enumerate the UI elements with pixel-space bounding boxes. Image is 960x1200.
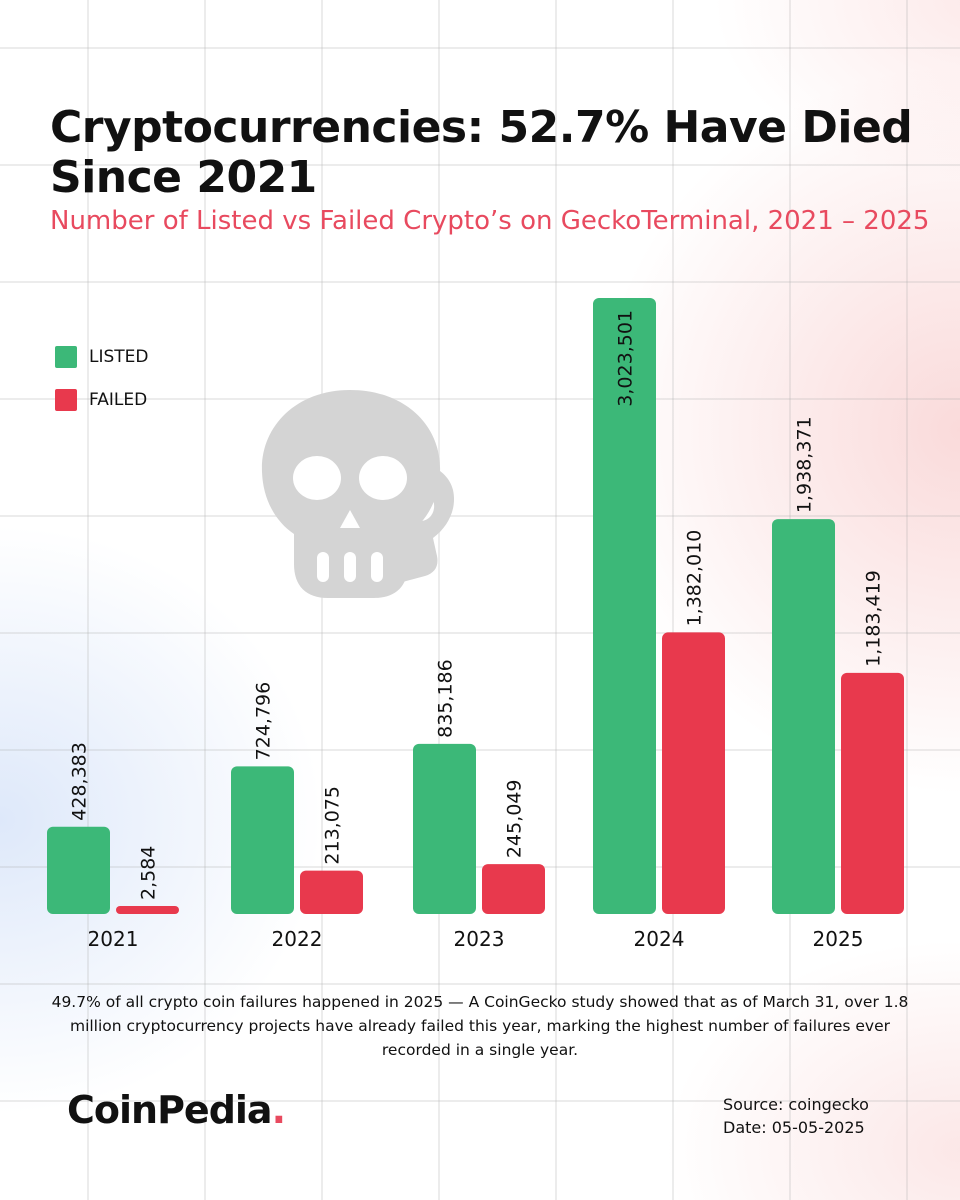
brand-dot: . (271, 1088, 286, 1132)
source-info: Source: coingecko Date: 05-05-2025 (723, 1093, 869, 1139)
value-label-failed-2022: 213,075 (322, 786, 344, 865)
value-label-failed-2023: 245,049 (504, 779, 526, 858)
legend-swatch-listed (55, 346, 77, 368)
value-label-failed-2024: 1,382,010 (684, 530, 706, 627)
footnote-text: 49.7% of all crypto coin failures happen… (51, 993, 909, 1059)
bar-failed-2024 (662, 632, 725, 914)
bar-listed-2025 (772, 519, 835, 914)
value-label-listed-2023: 835,186 (435, 659, 457, 738)
page-title: Cryptocurrencies: 52.7% Have Died Since … (50, 102, 913, 203)
bar-listed-2024 (593, 298, 656, 914)
legend-swatch-failed (55, 389, 77, 411)
legend-label-listed: LISTED (89, 347, 149, 367)
bar-listed-2021 (47, 826, 110, 914)
skull-icon (261, 390, 455, 598)
value-label-failed-2025: 1,183,419 (863, 570, 885, 667)
x-tick-label-2023: 2023 (454, 927, 505, 951)
brand-name: CoinPedia (67, 1088, 273, 1132)
value-label-listed-2021: 428,383 (69, 742, 91, 821)
date-line: Date: 05-05-2025 (723, 1118, 865, 1137)
x-tick-label-2025: 2025 (813, 927, 864, 951)
value-label-failed-2021: 2,584 (138, 846, 160, 900)
legend-item-listed: LISTED (55, 345, 149, 369)
value-label-listed-2025: 1,938,371 (794, 416, 816, 513)
bar-failed-2023 (482, 864, 545, 914)
legend-item-failed: FAILED (55, 388, 149, 412)
source-line: Source: coingecko (723, 1095, 869, 1114)
bar-failed-2022 (300, 870, 363, 914)
x-tick-label-2021: 2021 (88, 927, 139, 951)
brand-logo: CoinPedia. (67, 1088, 286, 1132)
bar-chart: 428,383 2,584 2021 724,796 213,075 2022 835,18… (47, 298, 904, 951)
bar-listed-2022 (231, 766, 294, 914)
bar-listed-2023 (413, 743, 476, 914)
value-label-listed-2022: 724,796 (253, 682, 275, 761)
legend-label-failed: FAILED (89, 390, 148, 410)
page-subtitle: Number of Listed vs Failed Crypto’s on G… (50, 206, 930, 236)
bar-failed-2025 (841, 672, 904, 914)
x-tick-label-2022: 2022 (272, 927, 323, 951)
chart-legend: LISTED FAILED (55, 345, 149, 431)
bar-failed-2021 (116, 906, 179, 914)
value-label-listed-2024: 3,023,501 (615, 310, 637, 407)
x-tick-label-2024: 2024 (634, 927, 685, 951)
